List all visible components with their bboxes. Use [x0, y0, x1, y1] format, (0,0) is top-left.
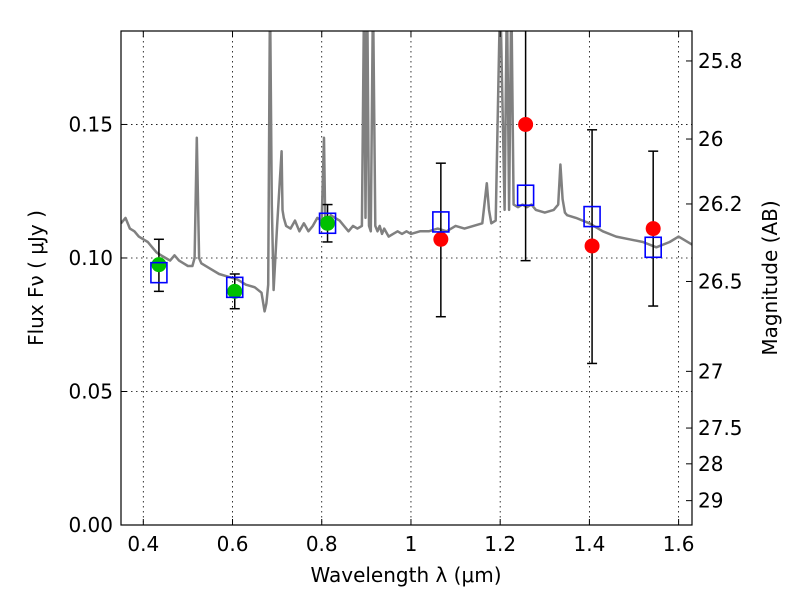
x-tick-label: 1 — [405, 532, 418, 556]
model-flux-square — [318, 212, 337, 235]
x-tick-label: 1.2 — [484, 532, 516, 556]
model-flux-square — [150, 261, 168, 284]
observed-point-red — [518, 116, 534, 132]
model-flux-square — [583, 205, 601, 228]
y-tick-label: 0.10 — [68, 246, 113, 270]
plot-frame — [120, 30, 693, 526]
grid — [121, 31, 692, 526]
x-axis-label: Wavelength λ (μm) — [310, 563, 501, 587]
observed-point-red — [433, 231, 449, 247]
x-tick-label: 0.8 — [306, 532, 338, 556]
x-tick-label: 1.4 — [573, 532, 605, 556]
x-tick-label: 1.6 — [663, 532, 695, 556]
y2-tick-label: 25.8 — [698, 49, 743, 73]
photometry-points-layer — [150, 31, 662, 365]
y2-tick-label: 26.2 — [698, 192, 743, 216]
observed-point-green — [151, 257, 167, 273]
y2-tick-label: 26 — [698, 127, 723, 151]
y2-tick-label: 27.5 — [698, 416, 743, 440]
observed-point-green — [227, 283, 243, 299]
x-tick-label: 0.6 — [217, 532, 249, 556]
y-axis: 0.00 0.05 0.10 0.15 — [68, 112, 127, 537]
model-spectrum-line — [121, 31, 692, 313]
observed-point-red — [584, 238, 600, 254]
y-tick-label: 0.05 — [68, 379, 113, 403]
y-axis-label: Flux Fν ( μJy ) — [24, 210, 48, 346]
y2-axis-label: Magnitude (AB) — [758, 200, 782, 355]
model-flux-square — [432, 211, 450, 233]
y-tick-label: 0.00 — [68, 513, 113, 537]
y2-tick-label: 27 — [698, 359, 723, 383]
model-spectrum-layer — [121, 31, 692, 313]
secondary-y-axis: 25.8 26 26.2 26.5 27 27.5 28 29 — [686, 49, 743, 513]
observed-point-green — [320, 215, 336, 231]
y2-tick-label: 28 — [698, 452, 723, 476]
model-flux-square — [225, 276, 244, 299]
x-axis: 0.4 0.6 0.8 1 1.2 1.4 1.6 — [127, 31, 695, 556]
x-tick-label: 0.4 — [127, 532, 159, 556]
model-flux-square — [644, 236, 662, 259]
observed-point-red — [645, 221, 661, 237]
y2-tick-label: 29 — [698, 489, 723, 513]
y2-tick-label: 26.5 — [698, 269, 743, 293]
y-tick-label: 0.15 — [68, 112, 113, 136]
model-flux-square — [516, 184, 535, 207]
